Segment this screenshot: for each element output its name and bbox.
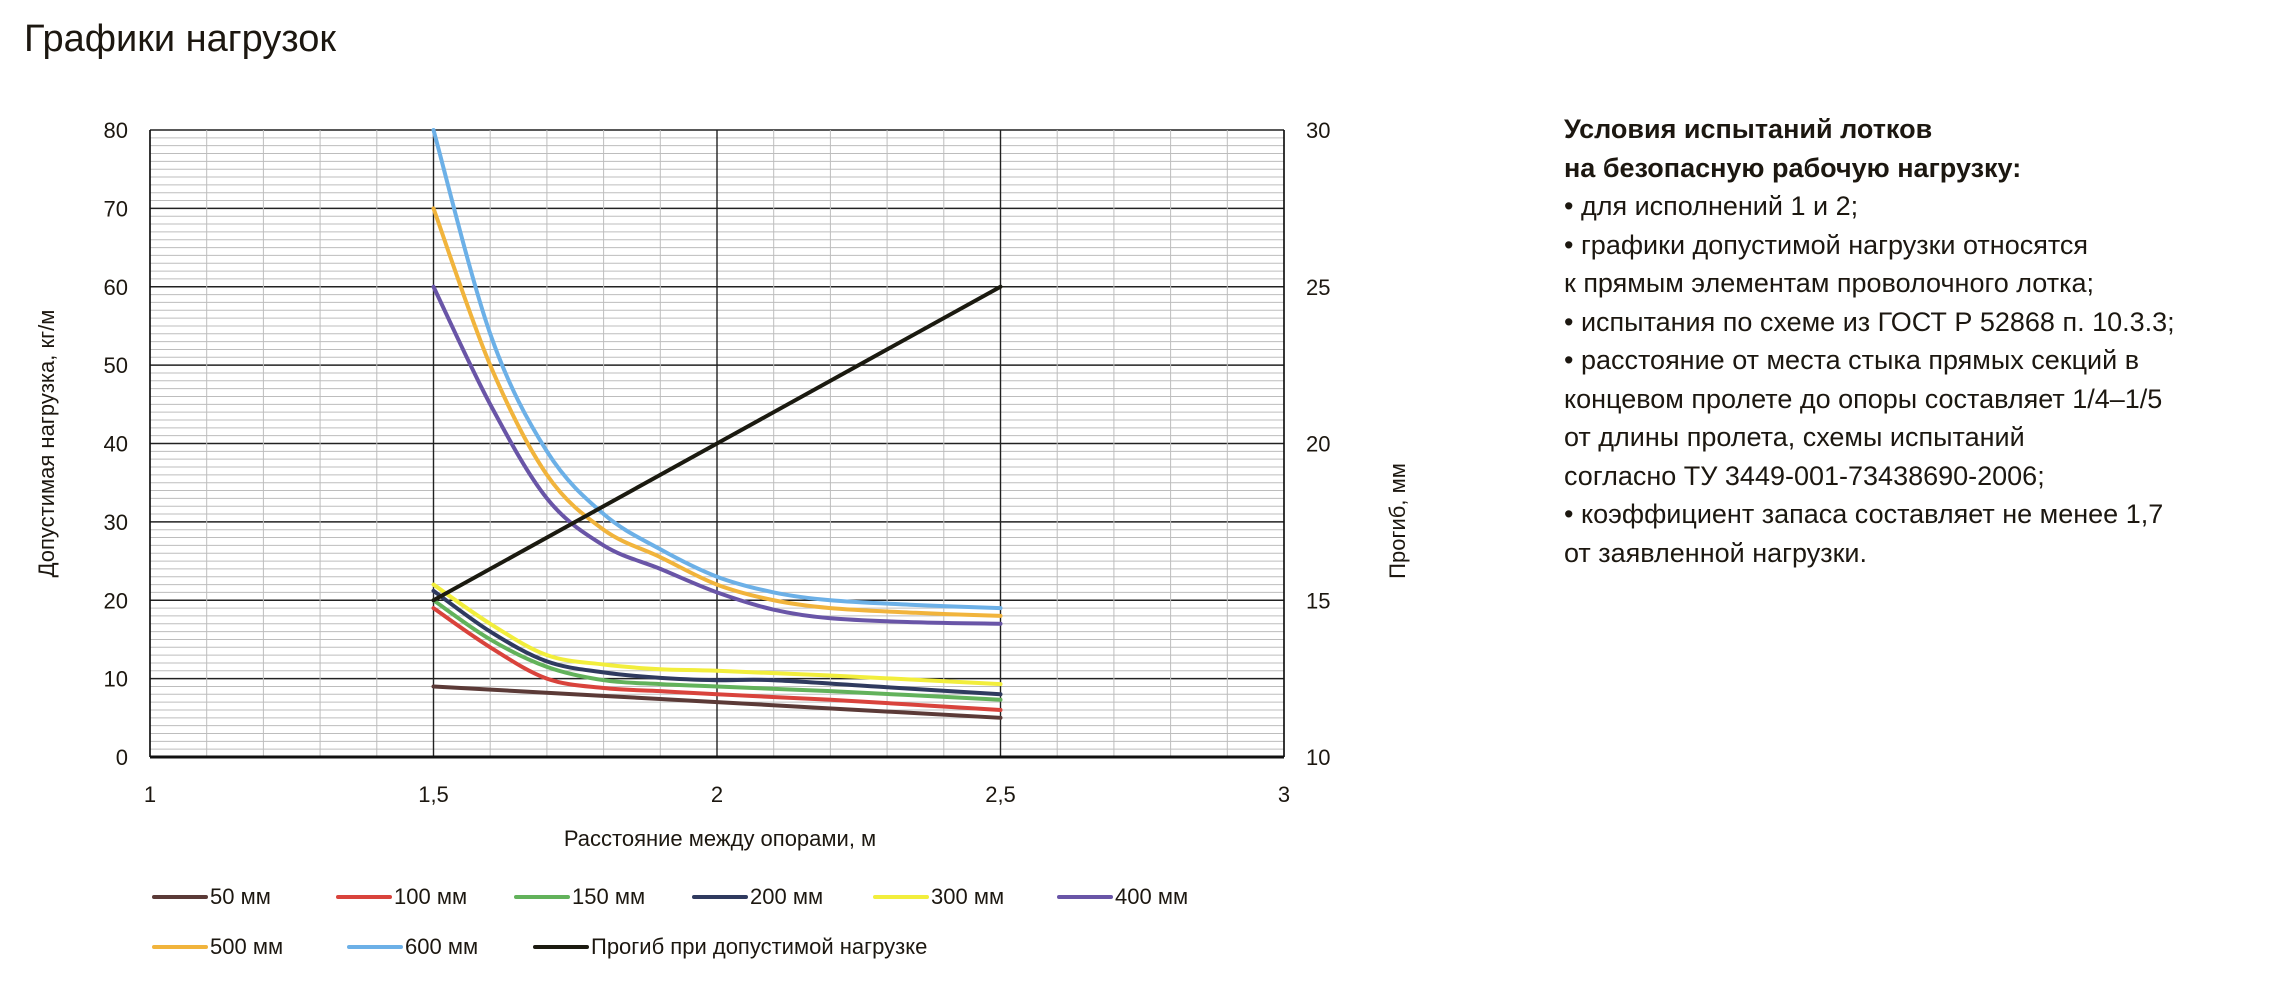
series-line — [431, 128, 1003, 611]
notes-line: концевом пролете до опоры составляет 1/4… — [1564, 383, 2163, 414]
legend-swatch — [533, 945, 589, 949]
legend-item: Прогиб при допустимой нагрузке — [533, 934, 927, 960]
y-tick-label: 20 — [104, 588, 128, 613]
legend-swatch — [336, 895, 392, 899]
x-tick-label: 2,5 — [985, 782, 1016, 807]
legend-item: 400 мм — [1057, 884, 1188, 910]
legend-swatch — [1057, 895, 1113, 899]
notes-line: • графики допустимой нагрузки относятся — [1564, 229, 2089, 260]
y2-tick-label: 30 — [1306, 118, 1330, 143]
y-tick-label: 10 — [104, 667, 128, 692]
test-conditions-notes: Условия испытаний лотков на безопасную р… — [1564, 110, 2264, 572]
legend-item: 600 мм — [347, 934, 478, 960]
chart-series — [431, 128, 1003, 720]
legend-label: 150 мм — [572, 884, 646, 909]
series-line — [431, 588, 1003, 697]
legend-item: 150 мм — [514, 884, 645, 910]
notes-line: согласно ТУ 3449-001-73438690-2006; — [1564, 460, 2045, 491]
series-line — [431, 206, 1003, 618]
series-line — [431, 684, 1003, 720]
legend-swatch — [692, 895, 748, 899]
x-tick-label: 1 — [144, 782, 156, 807]
chart-labels: 0 10 20 30 40 50 60 70 80 10 15 20 25 30 1 1,5 2 2,5 3 Расс… — [34, 118, 1410, 851]
x-tick-label: 2 — [711, 782, 723, 807]
y2-axis-title: Прогиб, мм — [1385, 463, 1410, 579]
y-axis-title: Допустимая нагрузка, кг/м — [34, 310, 59, 578]
legend-swatch — [873, 895, 929, 899]
legend-item: 500 мм — [152, 934, 283, 960]
notes-line: • для исполнений 1 и 2; — [1564, 191, 1859, 221]
chart-axes — [149, 130, 1285, 759]
notes-line: • коэффициент запаса составляет не менее… — [1564, 499, 2164, 529]
notes-line: от длины пролета, схемы испытаний — [1564, 422, 2025, 452]
y-tick-label: 50 — [104, 353, 128, 378]
notes-heading-line: Условия испытаний лотков — [1564, 114, 1933, 144]
y-tick-label: 30 — [104, 510, 128, 535]
series-line — [431, 582, 1003, 687]
legend-label: 500 мм — [210, 934, 284, 959]
legend-label: 300 мм — [931, 884, 1005, 909]
legend-label: 400 мм — [1115, 884, 1189, 909]
legend-label: 200 мм — [750, 884, 824, 909]
series-line — [431, 606, 1003, 712]
y2-tick-label: 15 — [1306, 588, 1330, 613]
x-tick-label: 3 — [1278, 782, 1290, 807]
notes-line: • испытания по схеме из ГОСТ Р 52868 п. … — [1564, 306, 2175, 337]
series-line — [431, 598, 1003, 702]
y2-tick-label: 10 — [1306, 745, 1330, 770]
notes-line: • расстояние от места стыка прямых секци… — [1564, 345, 2140, 375]
series-line — [431, 284, 1003, 603]
legend-swatch — [152, 895, 208, 899]
legend-label: 50 мм — [210, 884, 271, 909]
legend-swatch — [152, 945, 208, 949]
series-line — [431, 284, 1003, 626]
notes-heading-line: на безопасную рабочую нагрузку: — [1564, 152, 2022, 183]
legend-swatch — [514, 895, 570, 899]
y2-tick-label: 25 — [1306, 275, 1330, 300]
y-tick-label: 40 — [104, 432, 128, 457]
legend-item: 50 мм — [152, 884, 271, 910]
y2-tick-label: 20 — [1306, 432, 1330, 457]
legend-item: 200 мм — [692, 884, 823, 910]
y-tick-label: 60 — [104, 275, 128, 300]
legend-item: 100 мм — [336, 884, 467, 910]
legend-item: 300 мм — [873, 884, 1004, 910]
notes-line: от заявленной нагрузки. — [1564, 537, 1867, 568]
legend-label: Прогиб при допустимой нагрузке — [591, 934, 928, 959]
legend-label: 100 мм — [394, 884, 468, 909]
x-tick-label: 1,5 — [418, 782, 449, 807]
legend-label: 600 мм — [405, 934, 479, 959]
legend-swatch — [347, 945, 403, 949]
notes-line: к прямым элементам проволочного лотка; — [1564, 268, 2095, 298]
page-title: Графики нагрузок — [24, 18, 337, 60]
y-tick-label: 70 — [104, 196, 128, 221]
x-axis-title: Расстояние между опорами, м — [564, 826, 876, 851]
y-tick-label: 0 — [116, 745, 128, 770]
y-tick-label: 80 — [104, 118, 128, 143]
